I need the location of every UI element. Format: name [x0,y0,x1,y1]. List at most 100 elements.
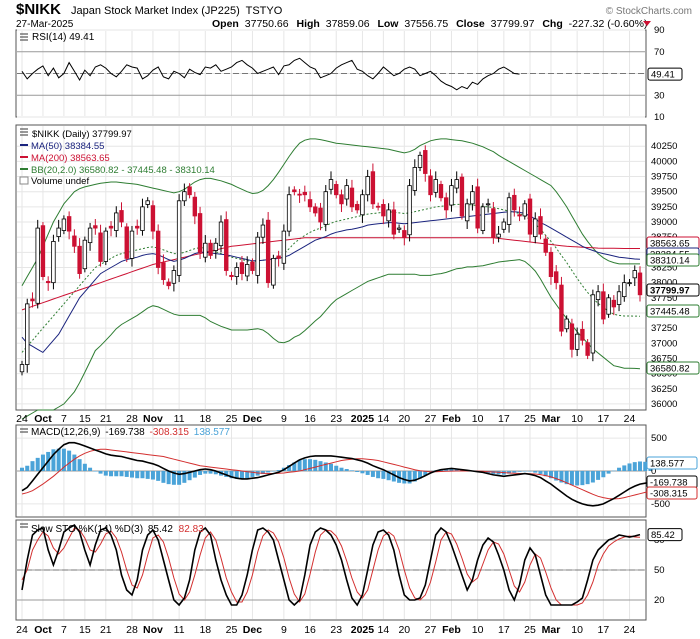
candle-body [213,242,218,251]
down-triangle-icon [643,21,651,26]
macd-histogram-bar [35,457,40,471]
price-tick-label: 37000 [651,338,677,349]
candle-body [276,255,281,259]
sto-d-value: 82.83 [179,524,204,535]
macd-histogram-bar [266,471,271,473]
candle-body [616,291,622,305]
macd-histogram-bar [344,469,349,471]
price-legend: $NIKK (Daily) 37799.97 MA(50) 38384.55 M… [19,128,215,187]
candle-body [606,297,611,315]
macd-histogram-bar [72,454,77,471]
candle-body [433,179,438,193]
macd-histogram-bar [543,471,548,477]
candle-body [334,184,339,196]
candle-body [632,270,637,279]
candle-body [344,185,349,200]
candle-body [77,245,82,274]
price-value-label: 37799.97 [650,286,690,297]
price-x-label: 15 [79,413,91,425]
macd-histogram-bar [323,462,328,471]
macd-value-label: -169.738 [650,478,688,489]
macd-toggle-icon[interactable] [20,428,28,433]
candle-body [260,224,266,238]
price-x-label: 24 [16,413,28,425]
sto-value-box [647,528,683,542]
candle-body [218,221,224,247]
candle-body [229,274,234,277]
candle-body [522,203,527,217]
price-value-label: 38563.65 [650,239,690,250]
candle-body [93,225,98,229]
candle-body [87,227,93,244]
macd-histogram-bar [187,471,192,481]
macd-histogram-bar [402,471,407,484]
macd-value-label: -308.315 [650,489,688,500]
macd-histogram-bar [140,471,145,479]
legend-ma50: MA(50) 38384.55 [31,141,104,152]
sto-x-label: Oct [34,624,52,636]
macd-histogram-bar [606,471,611,474]
macd-histogram-bar [585,471,590,485]
rsi-toggle-icon[interactable] [20,33,28,41]
candle-body [318,207,323,223]
candle-body [161,262,166,281]
macd-signal-value: -308.315 [150,427,190,438]
sto-x-label: 14 [378,624,390,636]
chart-symbol: $NIKK [16,1,61,18]
candle-body [459,176,465,217]
macd-histogram-bar [229,471,234,479]
sto-x-label: 7 [61,624,67,636]
price-x-label: 20 [398,413,410,425]
price-x-label: Feb [442,413,461,425]
candle-body [307,199,313,208]
price-tick-label: 39250 [651,202,677,213]
candle-body [286,194,292,232]
index-name: Japan Stock Market Index (JP225) [71,5,240,17]
sto-x-label: 28 [126,624,138,636]
sto-x-label: 17 [597,624,609,636]
sto-x-label: 23 [330,624,342,636]
macd-histogram-bar [643,461,648,471]
candle-body [250,261,255,271]
candle-body [119,210,124,223]
macd-histogram-bar [129,471,134,478]
sto-x-label: 24 [16,624,28,636]
sto-tick-label: 50 [654,565,665,576]
price-value-label: 37445.48 [650,307,690,318]
candle-body [166,281,171,287]
candle-body [313,206,318,214]
candle-body [35,227,40,304]
candle-body [428,175,433,196]
macd-histogram-bar [82,463,87,471]
macd-value-label: 138.577 [650,459,684,470]
candle-body [360,194,365,216]
chart-index-name: Japan Stock Market Index (JP225) TSTYO [71,5,283,17]
macd-tick-label: 0 [651,466,656,477]
candle-body [255,236,260,276]
macd-title: MACD(12,26,9) [31,427,100,438]
sto-x-label: 25 [524,624,536,636]
sto-toggle-icon[interactable] [20,523,28,528]
svg-text:MACD(12,26,9) -169.738: MACD(12,26,9) -169.738 -308.315 138.577 [31,427,230,438]
macd-histogram-bar [30,461,35,471]
candle-body [564,318,569,330]
rsi-value-box [647,67,683,81]
macd-histogram-bar [124,471,129,477]
macd-histogram-bar [360,471,365,474]
macd-histogram-bar [596,471,601,480]
candle-body [349,187,355,208]
bb-upper-line [21,138,640,286]
sto-x-label: 16 [304,624,316,636]
candle-body [187,186,192,196]
macd-histogram-bar [638,461,642,471]
candle-body [595,291,601,301]
candle-body [491,208,496,238]
price-x-label: 21 [100,413,112,425]
price-toggle-icon[interactable] [20,128,28,136]
candle-body [533,218,538,237]
candle-body [323,191,328,225]
macd-histogram-bar [386,471,391,481]
macd-histogram-bar [569,471,574,486]
price-x-label: 18 [199,413,211,425]
